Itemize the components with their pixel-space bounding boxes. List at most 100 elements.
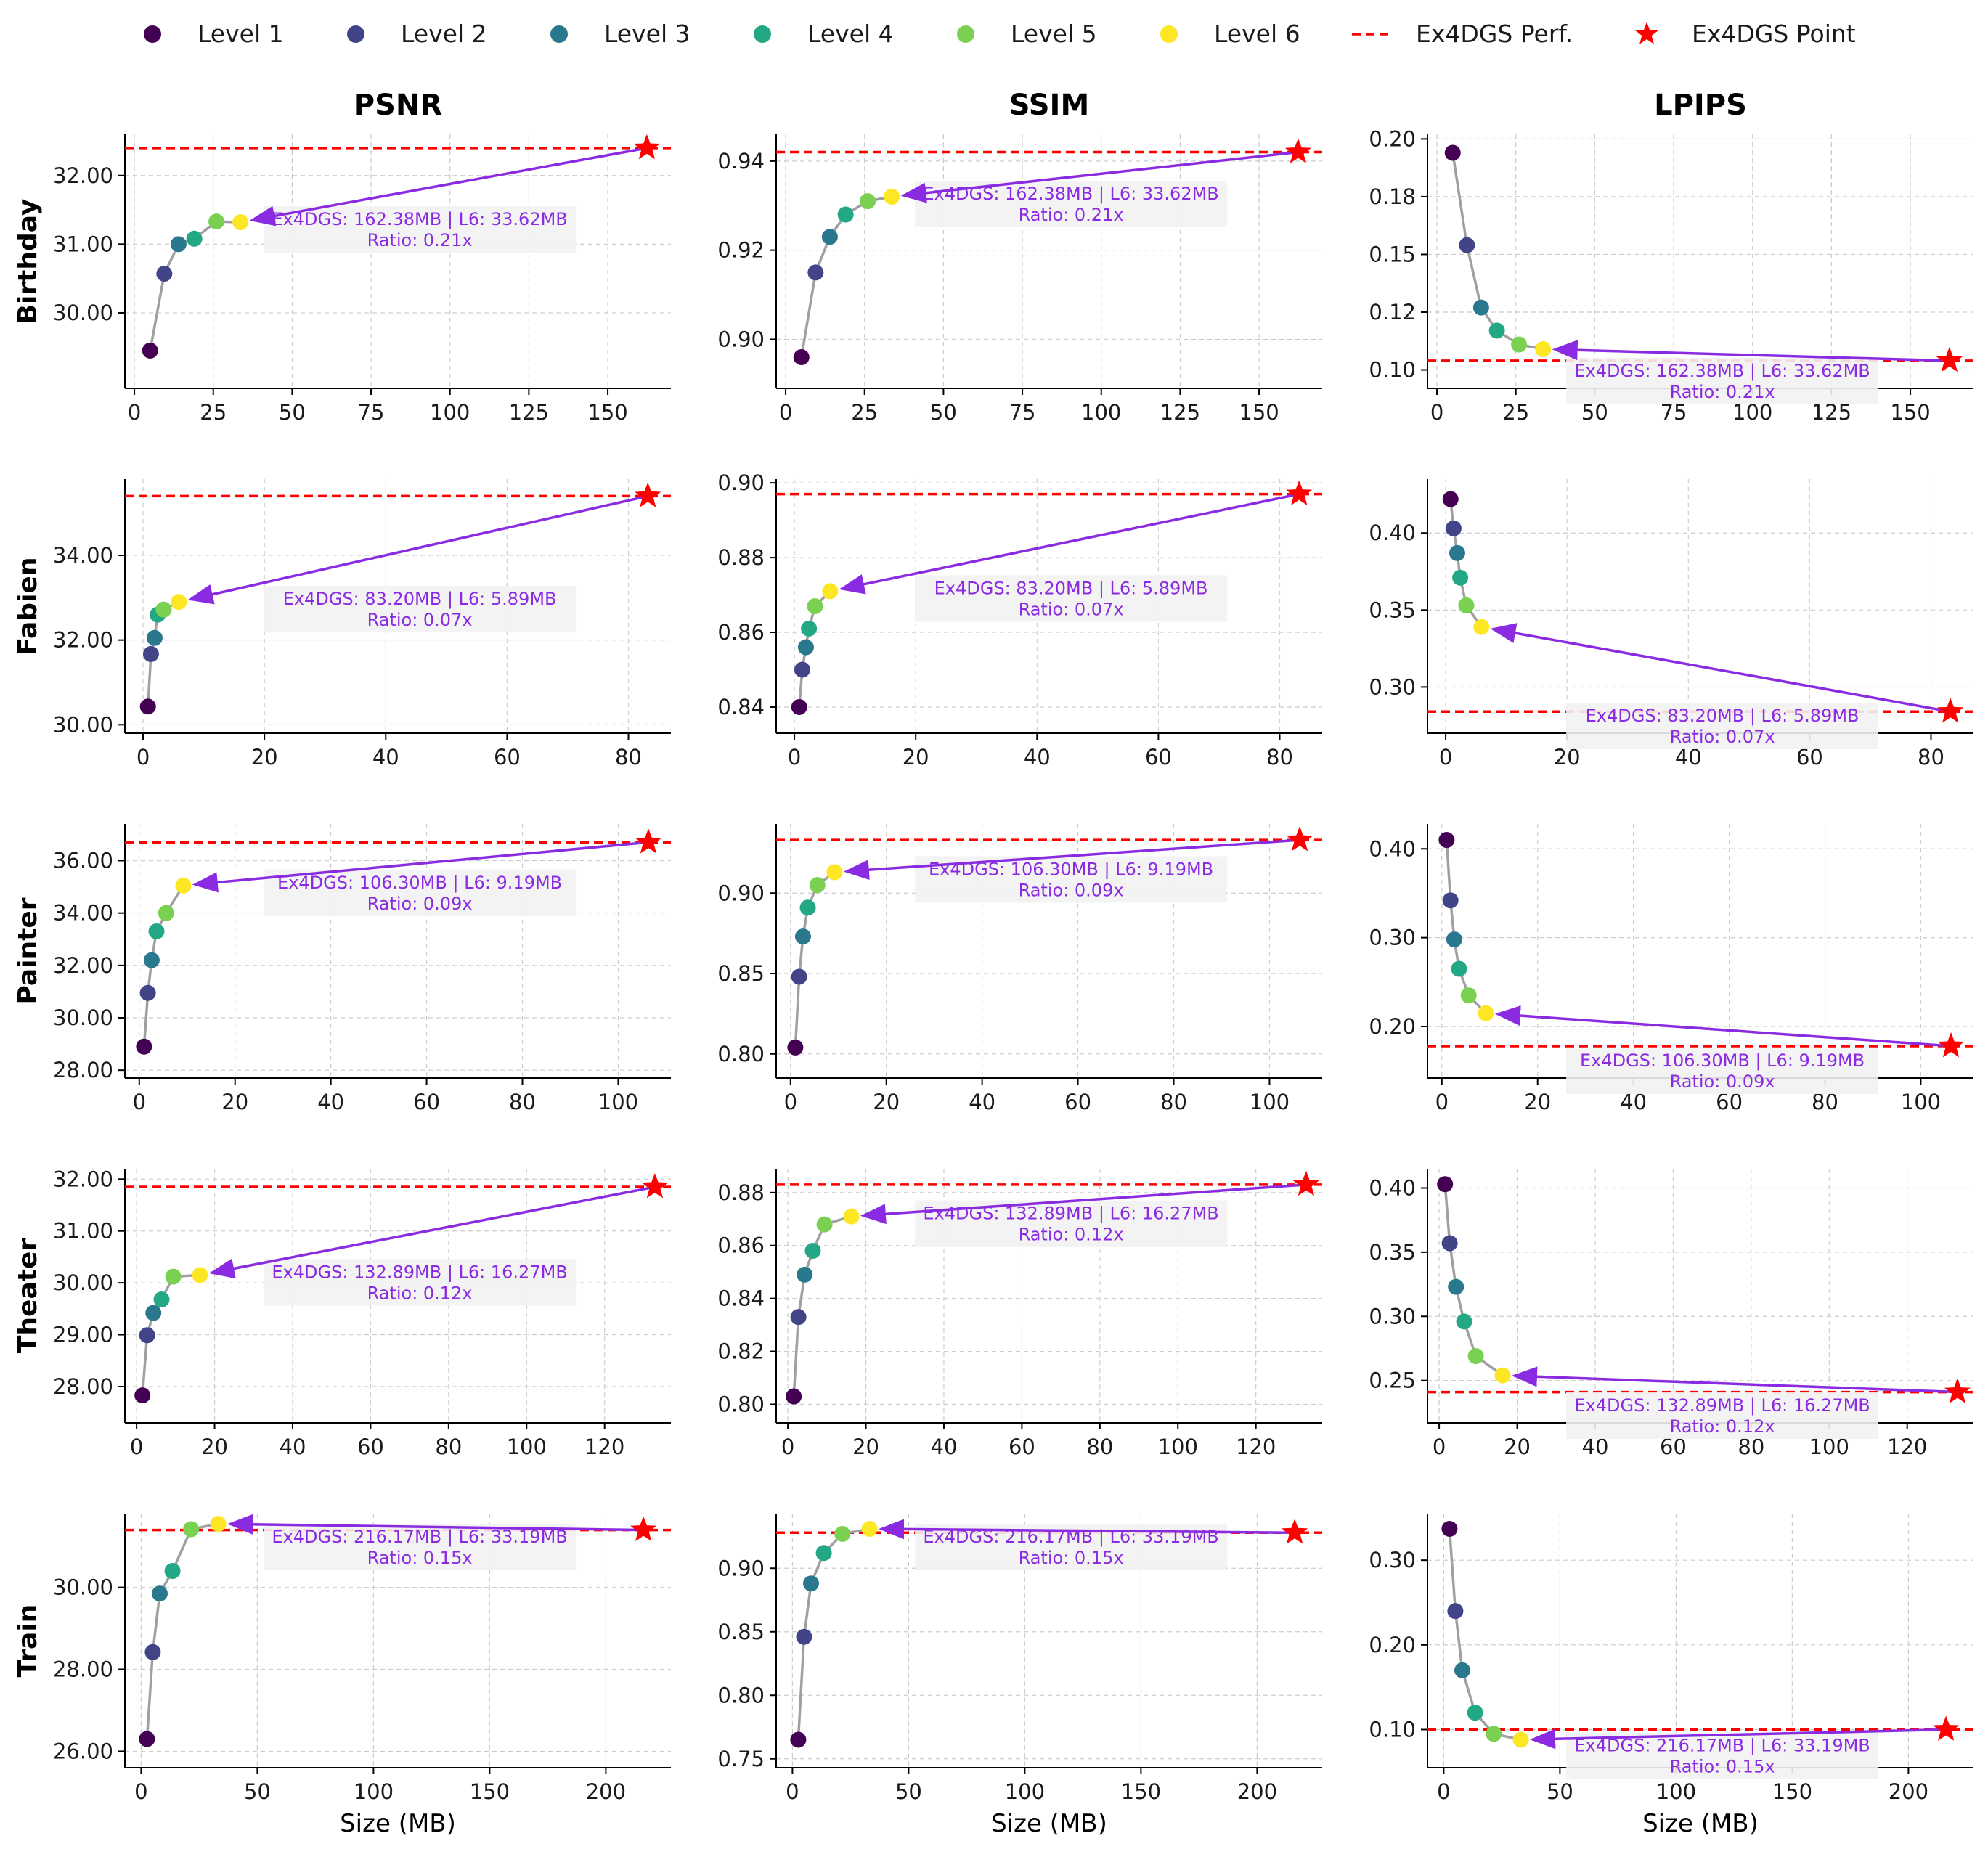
level-4-point [799, 899, 816, 916]
y-tick-label: 30.00 [53, 1005, 113, 1030]
annotation-ratio-label: Ratio: 0.15x [367, 1548, 473, 1568]
x-tick-label: 20 [873, 1090, 900, 1114]
x-axis-title: Size (MB) [1642, 1809, 1759, 1838]
x-tick-label: 0 [137, 745, 150, 770]
x-tick-label: 60 [357, 1434, 384, 1459]
annotation-size-label: Ex4DGS: 132.89MB | L6: 16.27MB [923, 1204, 1218, 1224]
x-tick-label: 60 [1145, 745, 1172, 770]
y-tick-label: 0.20 [1369, 1633, 1416, 1657]
level-3-point [803, 1575, 819, 1592]
level-4-point [837, 206, 854, 223]
row-title-birthday: Birthday [13, 199, 43, 325]
annotation-box [264, 586, 577, 633]
level-6-point [175, 877, 192, 894]
legend-marker-dot [347, 25, 364, 43]
y-tick-label: 30.00 [53, 301, 113, 325]
y-tick-label: 28.00 [53, 1058, 113, 1082]
x-tick-label: 25 [851, 400, 878, 425]
annotation-arrow [1511, 1366, 1959, 1394]
level-5-point [155, 601, 172, 618]
panel-birthday-lpips: 0 25 50 75 100 125 1500.100.120.150.180.20Ex4D… [1369, 126, 1973, 425]
legend-label: Level 4 [807, 20, 894, 48]
x-tick-label: 60 [1064, 1090, 1091, 1114]
annotation-arrow [1490, 623, 1952, 714]
ex4dgs-point-star [1936, 346, 1963, 372]
x-tick-label: 80 [1160, 1090, 1187, 1114]
x-tick-label: 0 [134, 1779, 147, 1804]
x-tick-label: 0 [133, 1090, 146, 1114]
ex4dgs-point-star [635, 828, 662, 854]
y-tick-label: 28.00 [53, 1657, 113, 1682]
level-3-point [1448, 1278, 1464, 1295]
level-5-point [807, 598, 823, 614]
x-tick-label: 0 [1433, 1434, 1446, 1459]
level-series-line [1445, 839, 1487, 1014]
level-2-point [796, 1628, 812, 1645]
level-2-point [144, 1644, 161, 1660]
y-tick-label: 32.00 [53, 628, 113, 653]
level-2-point [791, 968, 807, 985]
annotation-size-label: Ex4DGS: 216.17MB | L6: 33.19MB [1574, 1736, 1870, 1756]
x-tick-label: 0 [1437, 1779, 1450, 1804]
legend-label: Level 6 [1214, 20, 1300, 48]
y-tick-label: 0.82 [717, 1339, 765, 1364]
x-tick-label: 60 [413, 1090, 440, 1114]
x-tick-label: 80 [1086, 1434, 1113, 1459]
annotation-ratio-label: Ratio: 0.07x [367, 610, 473, 630]
y-tick-label: 0.88 [717, 1180, 765, 1205]
row-title-train: Train [13, 1604, 43, 1678]
row-title-theater: Theater [13, 1238, 43, 1354]
x-tick-label: 75 [358, 400, 385, 425]
annotation-arrow [860, 1183, 1308, 1225]
x-tick-label: 100 [1081, 400, 1121, 425]
x-tick-label: 100 [430, 400, 470, 425]
x-tick-label: 40 [931, 1434, 958, 1459]
x-tick-label: 150 [1772, 1779, 1812, 1804]
annotation-arrow [1530, 1728, 1948, 1750]
y-tick-label: 0.10 [1369, 1718, 1416, 1742]
x-tick-label: 100 [1656, 1779, 1696, 1804]
annotation-arrow [187, 494, 650, 605]
y-tick-label: 32.00 [53, 1167, 113, 1191]
annotation-arrow [227, 1514, 645, 1535]
annotation-ratio-label: Ratio: 0.12x [1019, 1225, 1124, 1245]
level-5-point [816, 1216, 833, 1233]
annotation-arrow [208, 1185, 657, 1279]
panel-birthday-ssim: 0 25 50 75 100 125 150 0.90 0.92 0.94 Ex4DGS: 162.… [717, 134, 1322, 425]
y-tick-label: 0.85 [717, 1620, 765, 1644]
x-tick-label: 200 [1237, 1779, 1277, 1804]
y-tick-label: 0.90 [717, 470, 765, 495]
level-5-point [1486, 1726, 1502, 1742]
level-2-point [807, 264, 824, 281]
x-tick-label: 50 [244, 1779, 271, 1804]
x-tick-label: 100 [598, 1090, 638, 1114]
level-6-point [1535, 340, 1552, 357]
x-tick-label: 200 [586, 1779, 626, 1804]
level-3-point [1454, 1662, 1470, 1678]
level-2-point [790, 1309, 807, 1326]
level-3-point [1472, 299, 1489, 316]
ex4dgs-point-star [1284, 138, 1311, 163]
level-3-point [145, 1305, 162, 1321]
ex4dgs-point-star [633, 134, 660, 160]
x-tick-label: 100 [354, 1779, 394, 1804]
level-1-point [1437, 1176, 1454, 1193]
level-3-point [143, 952, 160, 968]
level-series-line [794, 871, 836, 1048]
y-tick-label: 0.92 [717, 238, 765, 263]
annotation-arrow [1552, 340, 1951, 362]
y-tick-label: 0.15 [1369, 242, 1416, 266]
x-tick-label: 120 [1887, 1434, 1927, 1459]
y-tick-label: 0.20 [1369, 126, 1416, 151]
level-2-point [139, 1327, 155, 1344]
x-tick-label: 80 [615, 745, 642, 770]
x-tick-label: 20 [251, 745, 278, 770]
y-tick-label: 0.30 [1369, 1304, 1416, 1328]
level-4-point [804, 1243, 821, 1260]
column-title-psnr: PSNR [354, 89, 442, 122]
y-tick-label: 0.30 [1369, 1548, 1416, 1572]
annotation-arrow [843, 838, 1302, 881]
x-tick-label: 150 [1121, 1779, 1161, 1804]
ex4dgs-point-star [1937, 1032, 1965, 1058]
